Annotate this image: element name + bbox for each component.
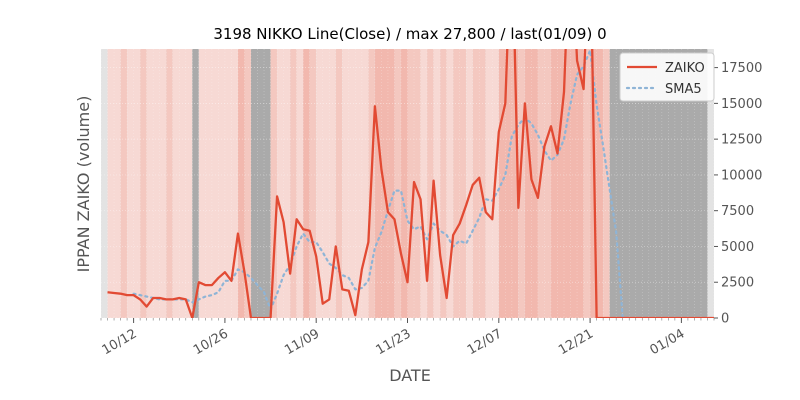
series-line-sma5: [132, 49, 714, 318]
shade-band-28: [427, 49, 434, 318]
shade-band-31: [446, 49, 454, 318]
shade-band-12: [250, 49, 271, 318]
y-tick-label-3: 7500: [721, 204, 754, 219]
shade-band-30: [440, 49, 447, 318]
legend: ZAIKO SMA5: [619, 52, 715, 102]
shade-band-4: [140, 49, 147, 318]
series-line-zaiko: [107, 49, 714, 318]
shade-band-7: [172, 49, 193, 318]
shade-band-33: [466, 49, 473, 318]
legend-zaiko-label: ZAIKO: [665, 61, 705, 76]
shade-band-17: [303, 49, 310, 318]
shade-band-16: [296, 49, 304, 318]
shade-band-1: [107, 49, 121, 318]
shade-band-13: [270, 49, 278, 318]
x-axis-title: DATE: [389, 366, 431, 385]
shade-band-36: [498, 49, 519, 318]
shade-band-11: [244, 49, 251, 318]
shade-band-5: [146, 49, 167, 318]
shade-band-41: [583, 49, 591, 318]
shade-band-3: [127, 49, 141, 318]
shade-band-21: [342, 49, 369, 318]
y-tick-label-0: 0: [721, 312, 729, 327]
legend-sma5-label: SMA5: [665, 82, 702, 97]
shade-band-20: [335, 49, 343, 318]
y-axis-ticks: 0 2500 5000 7500 10000 12500 15000 17500: [714, 61, 762, 327]
shade-band-24: [394, 49, 401, 318]
y-axis-title: IPPAN ZAIKO (volume): [74, 96, 93, 273]
shade-band-10: [237, 49, 245, 318]
shade-band-32: [453, 49, 467, 318]
shade-band-38: [524, 49, 538, 318]
y-tick-label-5: 12500: [721, 133, 762, 148]
shade-band-45: [707, 49, 714, 318]
grid-lines: [100, 49, 715, 319]
y-tick-label-2: 5000: [721, 240, 754, 255]
legend-box: [619, 52, 715, 102]
y-tick-label-6: 15000: [721, 97, 762, 112]
shade-band-0: [101, 49, 108, 318]
shade-band-25: [400, 49, 408, 318]
shade-band-39: [537, 49, 551, 318]
shade-band-35: [485, 49, 499, 318]
shade-band-43: [603, 49, 610, 318]
series-lines: [107, 49, 714, 318]
shade-band-40: [550, 49, 584, 318]
shade-band-29: [433, 49, 441, 318]
shade-band-8: [192, 49, 199, 318]
shade-band-27: [420, 49, 428, 318]
y-tick-label-4: 10000: [721, 168, 762, 183]
shading-bands: [101, 49, 714, 318]
shade-band-6: [166, 49, 173, 318]
shade-band-37: [518, 49, 525, 318]
chart-title: 3198 NIKKO Line(Close) / max 27,800 / la…: [213, 25, 606, 43]
y-tick-label-1: 2500: [721, 276, 754, 291]
shade-band-18: [309, 49, 317, 318]
shade-band-15: [290, 49, 297, 318]
shade-band-2: [120, 49, 128, 318]
y-tick-label-7: 17500: [721, 61, 762, 76]
